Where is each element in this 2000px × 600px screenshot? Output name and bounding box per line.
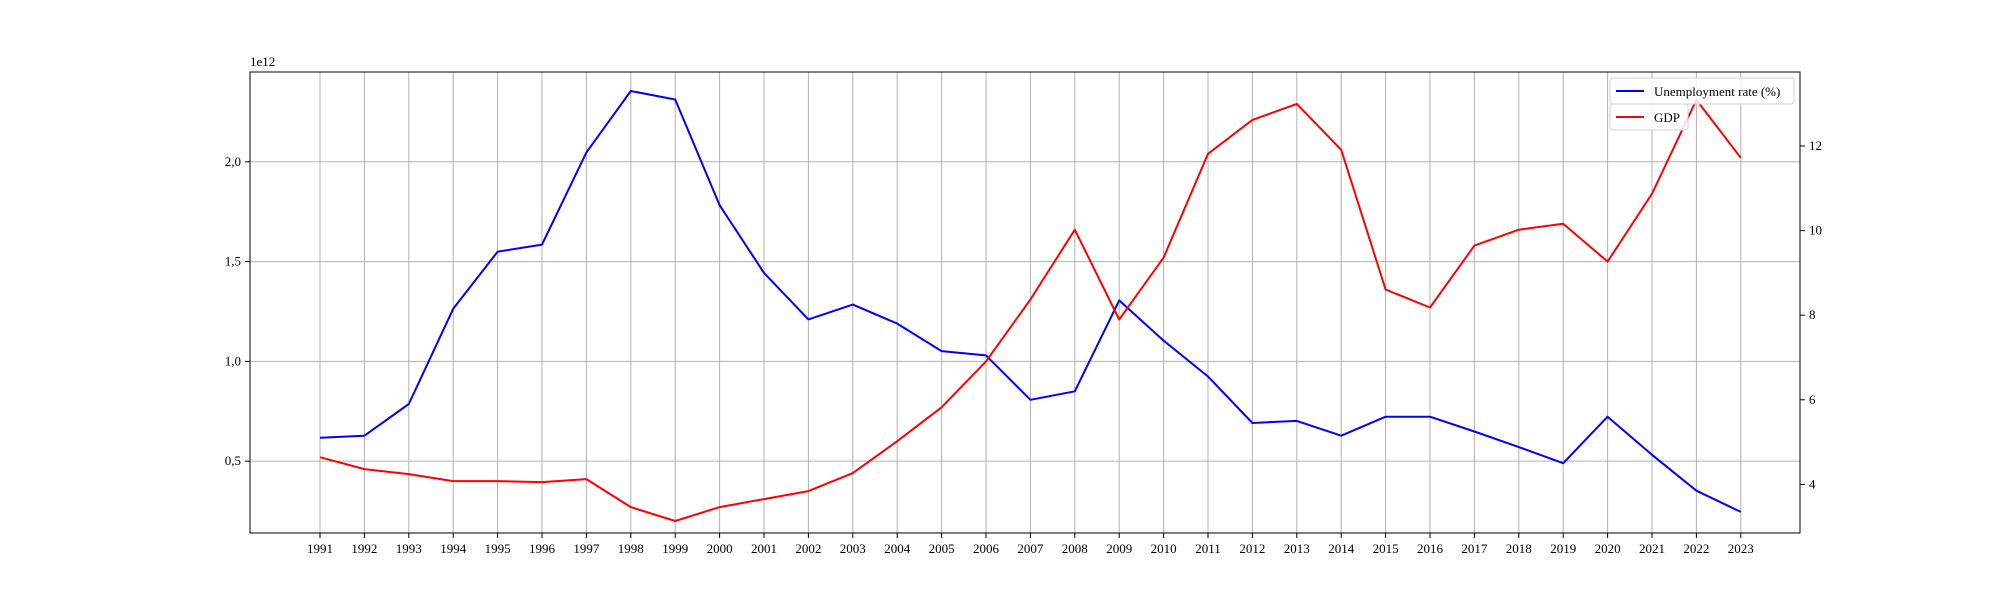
x-tick-label: 2008	[1062, 541, 1088, 556]
plot-frame	[249, 71, 1801, 534]
x-tick-label: 2018	[1506, 541, 1532, 556]
x-tick-label: 1995	[485, 541, 511, 556]
right-y-tick-label: 12	[1809, 138, 1822, 153]
x-tick-label: 2022	[1683, 541, 1709, 556]
series-line	[319, 90, 1742, 513]
x-tick-label: 1993	[396, 541, 422, 556]
x-tick-label: 2021	[1639, 541, 1665, 556]
left-y-tick-label: 1,5	[225, 254, 241, 269]
x-tick-label: 2012	[1239, 541, 1265, 556]
x-tick-label: 2017	[1461, 541, 1488, 556]
x-tick-label: 1998	[618, 541, 644, 556]
x-tick-label: 2014	[1328, 541, 1355, 556]
x-tick-label: 1994	[440, 541, 467, 556]
x-tick-label: 2006	[973, 541, 1000, 556]
x-tick-label: 1996	[529, 541, 556, 556]
left-y-tick-label: 2,0	[225, 154, 241, 169]
left-y-tick-label: 1,0	[225, 353, 241, 368]
x-tick-label: 2000	[707, 541, 733, 556]
x-tick-label: 2007	[1017, 541, 1044, 556]
x-tick-label: 1999	[662, 541, 688, 556]
x-tick-label: 2015	[1373, 541, 1399, 556]
right-y-tick-label: 6	[1809, 392, 1816, 407]
x-tick-label: 2016	[1417, 541, 1444, 556]
right-y-tick-label: 10	[1809, 223, 1822, 238]
x-tick-label: 2003	[840, 541, 866, 556]
legend-box	[1609, 77, 1795, 105]
x-tick-label: 2004	[884, 541, 911, 556]
x-tick-label: 1992	[351, 541, 377, 556]
right-y-tick-label: 8	[1809, 307, 1816, 322]
x-tick-label: 2009	[1106, 541, 1132, 556]
legend-label: GDP	[1654, 110, 1680, 125]
legend-label: Unemployment rate (%)	[1654, 84, 1780, 99]
right-y-tick-label: 4	[1809, 476, 1816, 491]
x-tick-label: 2020	[1595, 541, 1621, 556]
series-line	[319, 98, 1742, 522]
x-tick-label: 1997	[573, 541, 600, 556]
left-axis-offset-label: 1e12	[250, 54, 275, 69]
x-tick-label: 2019	[1550, 541, 1576, 556]
x-tick-label: 2005	[929, 541, 955, 556]
x-tick-label: 2010	[1151, 541, 1177, 556]
x-tick-label: 1991	[307, 541, 333, 556]
left-y-tick-label: 0,5	[225, 453, 241, 468]
x-tick-label: 2013	[1284, 541, 1310, 556]
x-tick-label: 2002	[795, 541, 821, 556]
x-tick-label: 2011	[1195, 541, 1221, 556]
x-tick-label: 2023	[1728, 541, 1754, 556]
legend-box	[1609, 103, 1689, 131]
x-tick-label: 2001	[751, 541, 777, 556]
